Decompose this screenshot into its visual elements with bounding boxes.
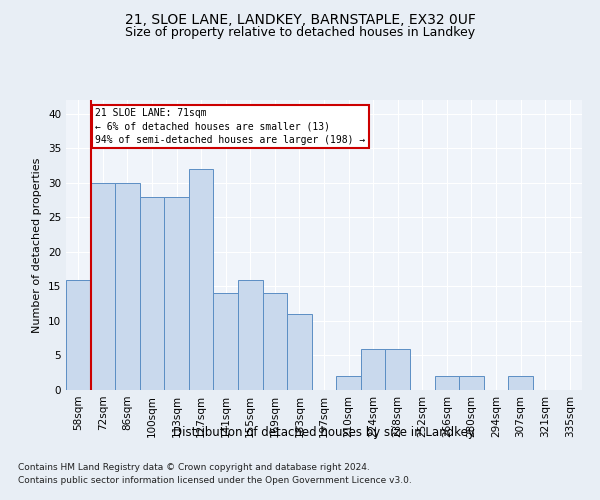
- Text: 21 SLOE LANE: 71sqm
← 6% of detached houses are smaller (13)
94% of semi-detache: 21 SLOE LANE: 71sqm ← 6% of detached hou…: [95, 108, 366, 144]
- Bar: [91, 183, 115, 390]
- Bar: [434, 376, 459, 390]
- Bar: [214, 294, 238, 390]
- Bar: [508, 376, 533, 390]
- Text: Contains HM Land Registry data © Crown copyright and database right 2024.: Contains HM Land Registry data © Crown c…: [18, 464, 370, 472]
- Bar: [263, 294, 287, 390]
- Text: 21, SLOE LANE, LANDKEY, BARNSTAPLE, EX32 0UF: 21, SLOE LANE, LANDKEY, BARNSTAPLE, EX32…: [125, 12, 475, 26]
- Bar: [459, 376, 484, 390]
- Text: Size of property relative to detached houses in Landkey: Size of property relative to detached ho…: [125, 26, 475, 39]
- Bar: [238, 280, 263, 390]
- Bar: [287, 314, 312, 390]
- Bar: [361, 348, 385, 390]
- Bar: [164, 196, 189, 390]
- Bar: [115, 183, 140, 390]
- Bar: [189, 169, 214, 390]
- Bar: [140, 196, 164, 390]
- Y-axis label: Number of detached properties: Number of detached properties: [32, 158, 43, 332]
- Text: Contains public sector information licensed under the Open Government Licence v3: Contains public sector information licen…: [18, 476, 412, 485]
- Bar: [66, 280, 91, 390]
- Text: Distribution of detached houses by size in Landkey: Distribution of detached houses by size …: [173, 426, 475, 439]
- Bar: [385, 348, 410, 390]
- Bar: [336, 376, 361, 390]
